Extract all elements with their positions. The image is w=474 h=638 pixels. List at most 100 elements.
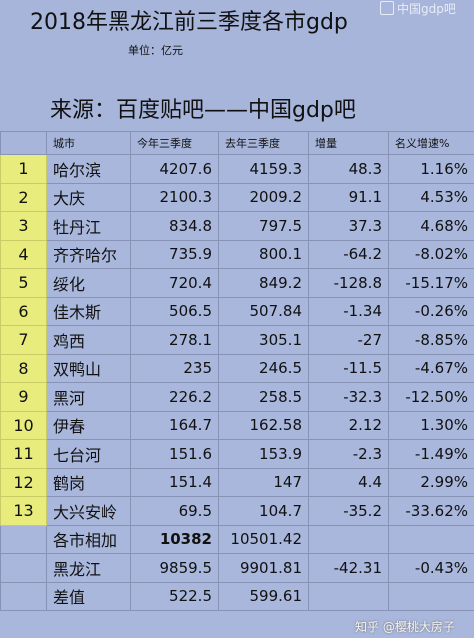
row-index: 6 <box>0 296 47 326</box>
last-year-gdp: 599.61 <box>218 581 309 611</box>
table-row: 10 伊春 164.7 162.58 2.12 1.30% <box>0 410 474 440</box>
this-year-gdp: 522.5 <box>130 581 219 611</box>
increment-value: -32.3 <box>308 382 389 412</box>
this-year-gdp: 226.2 <box>130 382 219 412</box>
row-index: 8 <box>0 353 47 383</box>
watermark-bottom: 知乎 @樱桃大房子 <box>355 620 455 634</box>
row-index: 9 <box>0 382 47 412</box>
growth-rate: -12.50% <box>388 382 474 412</box>
row-index: 7 <box>0 325 47 355</box>
city-name: 哈尔滨 <box>46 154 131 184</box>
last-year-gdp: 4159.3 <box>218 154 309 184</box>
row-index: 5 <box>0 268 47 298</box>
watermark-top: 中国gdp吧 <box>380 0 456 17</box>
this-year-gdp: 10382 <box>130 524 219 554</box>
increment-value: -35.2 <box>308 496 389 526</box>
increment-value: -128.8 <box>308 268 389 298</box>
this-year-gdp: 69.5 <box>130 496 219 526</box>
this-year-gdp: 151.6 <box>130 439 219 469</box>
table-row: 5 绥化 720.4 849.2 -128.8 -15.17% <box>0 268 474 298</box>
summary-row: 差值 522.5 599.61 <box>0 581 474 611</box>
unit-label: 单位：亿元 <box>128 44 183 57</box>
table-row: 6 佳木斯 506.5 507.84 -1.34 -0.26% <box>0 296 474 326</box>
column-header: 今年三季度 <box>130 131 219 155</box>
table-row: 9 黑河 226.2 258.5 -32.3 -12.50% <box>0 382 474 412</box>
this-year-gdp: 151.4 <box>130 467 219 497</box>
increment-value: 48.3 <box>308 154 389 184</box>
column-header: 名义增速% <box>388 131 474 155</box>
growth-rate: -8.02% <box>388 239 474 269</box>
growth-rate: 1.16% <box>388 154 474 184</box>
growth-rate: -8.85% <box>388 325 474 355</box>
last-year-gdp: 507.84 <box>218 296 309 326</box>
growth-rate: -15.17% <box>388 268 474 298</box>
last-year-gdp: 246.5 <box>218 353 309 383</box>
this-year-gdp: 164.7 <box>130 410 219 440</box>
this-year-gdp: 278.1 <box>130 325 219 355</box>
last-year-gdp: 305.1 <box>218 325 309 355</box>
row-index: 4 <box>0 239 47 269</box>
last-year-gdp: 2009.2 <box>218 182 309 212</box>
last-year-gdp: 10501.42 <box>218 524 309 554</box>
table-row: 3 牡丹江 834.8 797.5 37.3 4.68% <box>0 211 474 241</box>
table-row: 4 齐齐哈尔 735.9 800.1 -64.2 -8.02% <box>0 239 474 269</box>
city-name: 大兴安岭 <box>46 496 131 526</box>
this-year-gdp: 9859.5 <box>130 553 219 583</box>
table-header-row: 城市 今年三季度 去年三季度 增量 名义增速% <box>0 131 474 155</box>
this-year-gdp: 720.4 <box>130 268 219 298</box>
row-index: 10 <box>0 410 47 440</box>
increment-value: -2.3 <box>308 439 389 469</box>
growth-rate: -33.62% <box>388 496 474 526</box>
city-name: 鸡西 <box>46 325 131 355</box>
increment-value: -27 <box>308 325 389 355</box>
this-year-gdp: 4207.6 <box>130 154 219 184</box>
watermark-top-text: 中国gdp吧 <box>397 2 456 16</box>
table-row: 11 七台河 151.6 153.9 -2.3 -1.49% <box>0 439 474 469</box>
city-name: 绥化 <box>46 268 131 298</box>
growth-rate: 1.30% <box>388 410 474 440</box>
last-year-gdp: 258.5 <box>218 382 309 412</box>
summary-label: 各市相加 <box>46 524 131 554</box>
increment-value: 4.4 <box>308 467 389 497</box>
source-label: 来源：百度贴吧——中国gdp吧 <box>50 98 356 123</box>
city-name: 黑河 <box>46 382 131 412</box>
table-row: 8 双鸭山 235 246.5 -11.5 -4.67% <box>0 353 474 383</box>
row-index <box>0 524 47 554</box>
row-index: 12 <box>0 467 47 497</box>
city-name: 牡丹江 <box>46 211 131 241</box>
summary-row: 黑龙江 9859.5 9901.81 -42.31 -0.43% <box>0 553 474 583</box>
image-icon <box>380 1 394 15</box>
page-title: 2018年黑龙江前三季度各市gdp <box>30 10 348 35</box>
increment-value: -64.2 <box>308 239 389 269</box>
row-index: 11 <box>0 439 47 469</box>
this-year-gdp: 506.5 <box>130 296 219 326</box>
last-year-gdp: 153.9 <box>218 439 309 469</box>
table-row: 13 大兴安岭 69.5 104.7 -35.2 -33.62% <box>0 496 474 526</box>
city-name: 七台河 <box>46 439 131 469</box>
this-year-gdp: 235 <box>130 353 219 383</box>
this-year-gdp: 735.9 <box>130 239 219 269</box>
table-row: 1 哈尔滨 4207.6 4159.3 48.3 1.16% <box>0 154 474 184</box>
increment-value: 2.12 <box>308 410 389 440</box>
summary-label: 差值 <box>46 581 131 611</box>
increment-value: -1.34 <box>308 296 389 326</box>
increment-value: 37.3 <box>308 211 389 241</box>
table-row: 12 鹤岗 151.4 147 4.4 2.99% <box>0 467 474 497</box>
last-year-gdp: 104.7 <box>218 496 309 526</box>
increment-value <box>308 524 389 554</box>
row-index: 2 <box>0 182 47 212</box>
growth-rate: 4.53% <box>388 182 474 212</box>
header-panel: 2018年黑龙江前三季度各市gdp 单位：亿元 来源：百度贴吧——中国gdp吧 <box>0 0 474 155</box>
this-year-gdp: 2100.3 <box>130 182 219 212</box>
growth-rate <box>388 581 474 611</box>
column-header: 去年三季度 <box>218 131 309 155</box>
city-name: 佳木斯 <box>46 296 131 326</box>
increment-value: 91.1 <box>308 182 389 212</box>
growth-rate: -0.26% <box>388 296 474 326</box>
row-index: 1 <box>0 154 47 184</box>
increment-value: -11.5 <box>308 353 389 383</box>
city-name: 伊春 <box>46 410 131 440</box>
growth-rate: 4.68% <box>388 211 474 241</box>
city-name: 大庆 <box>46 182 131 212</box>
growth-rate: 2.99% <box>388 467 474 497</box>
